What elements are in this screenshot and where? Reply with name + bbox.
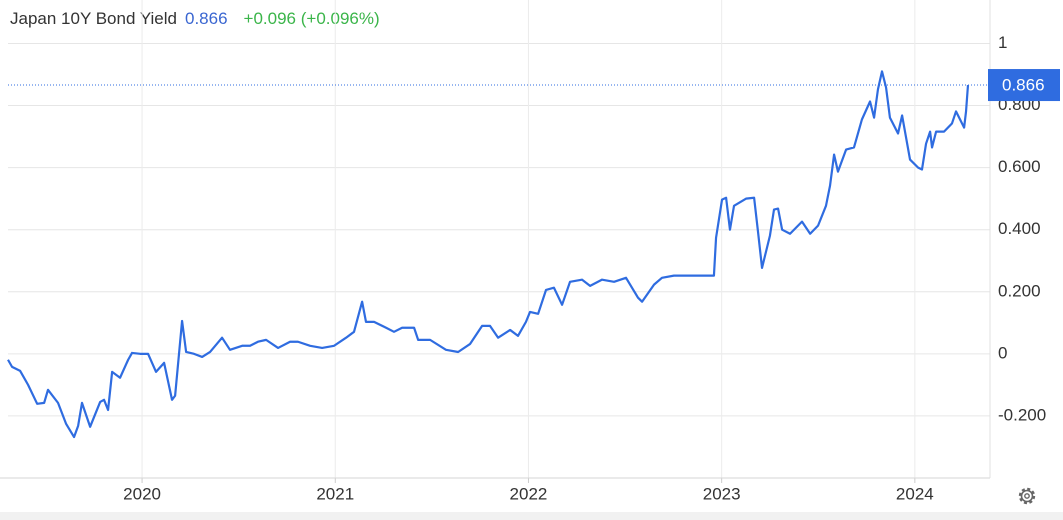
y-tick-label: 0 <box>998 343 1007 362</box>
title: Japan 10Y Bond Yield <box>10 9 177 28</box>
current-value: 0.866 <box>185 9 228 28</box>
bottom-strip <box>0 512 1063 520</box>
last-value-tag <box>988 69 1060 102</box>
x-tick-label: 2023 <box>703 484 741 503</box>
x-tick-label: 2021 <box>316 484 354 503</box>
series-line <box>7 70 970 439</box>
y-tick-label: 0.200 <box>998 281 1041 300</box>
x-tick-label: 2024 <box>896 484 934 503</box>
y-tick-label: 0.400 <box>998 219 1041 238</box>
y-tick-label: 1 <box>998 33 1007 52</box>
gear-teeth[interactable] <box>1018 487 1036 505</box>
y-tick-label: -0.200 <box>998 405 1046 424</box>
settings-icon[interactable] <box>1018 487 1036 505</box>
gear-hole[interactable] <box>1024 493 1030 499</box>
last-value-label: 0.866 <box>1002 76 1045 95</box>
header: Japan 10Y Bond Yield 0.866 +0.096 (+0.09… <box>10 9 380 29</box>
change: +0.096 (+0.096%) <box>243 9 380 28</box>
x-tick-label: 2022 <box>510 484 548 503</box>
y-tick-label: 0.600 <box>998 157 1041 176</box>
x-tick-label: 2020 <box>123 484 161 503</box>
gear-body[interactable] <box>1020 489 1034 503</box>
